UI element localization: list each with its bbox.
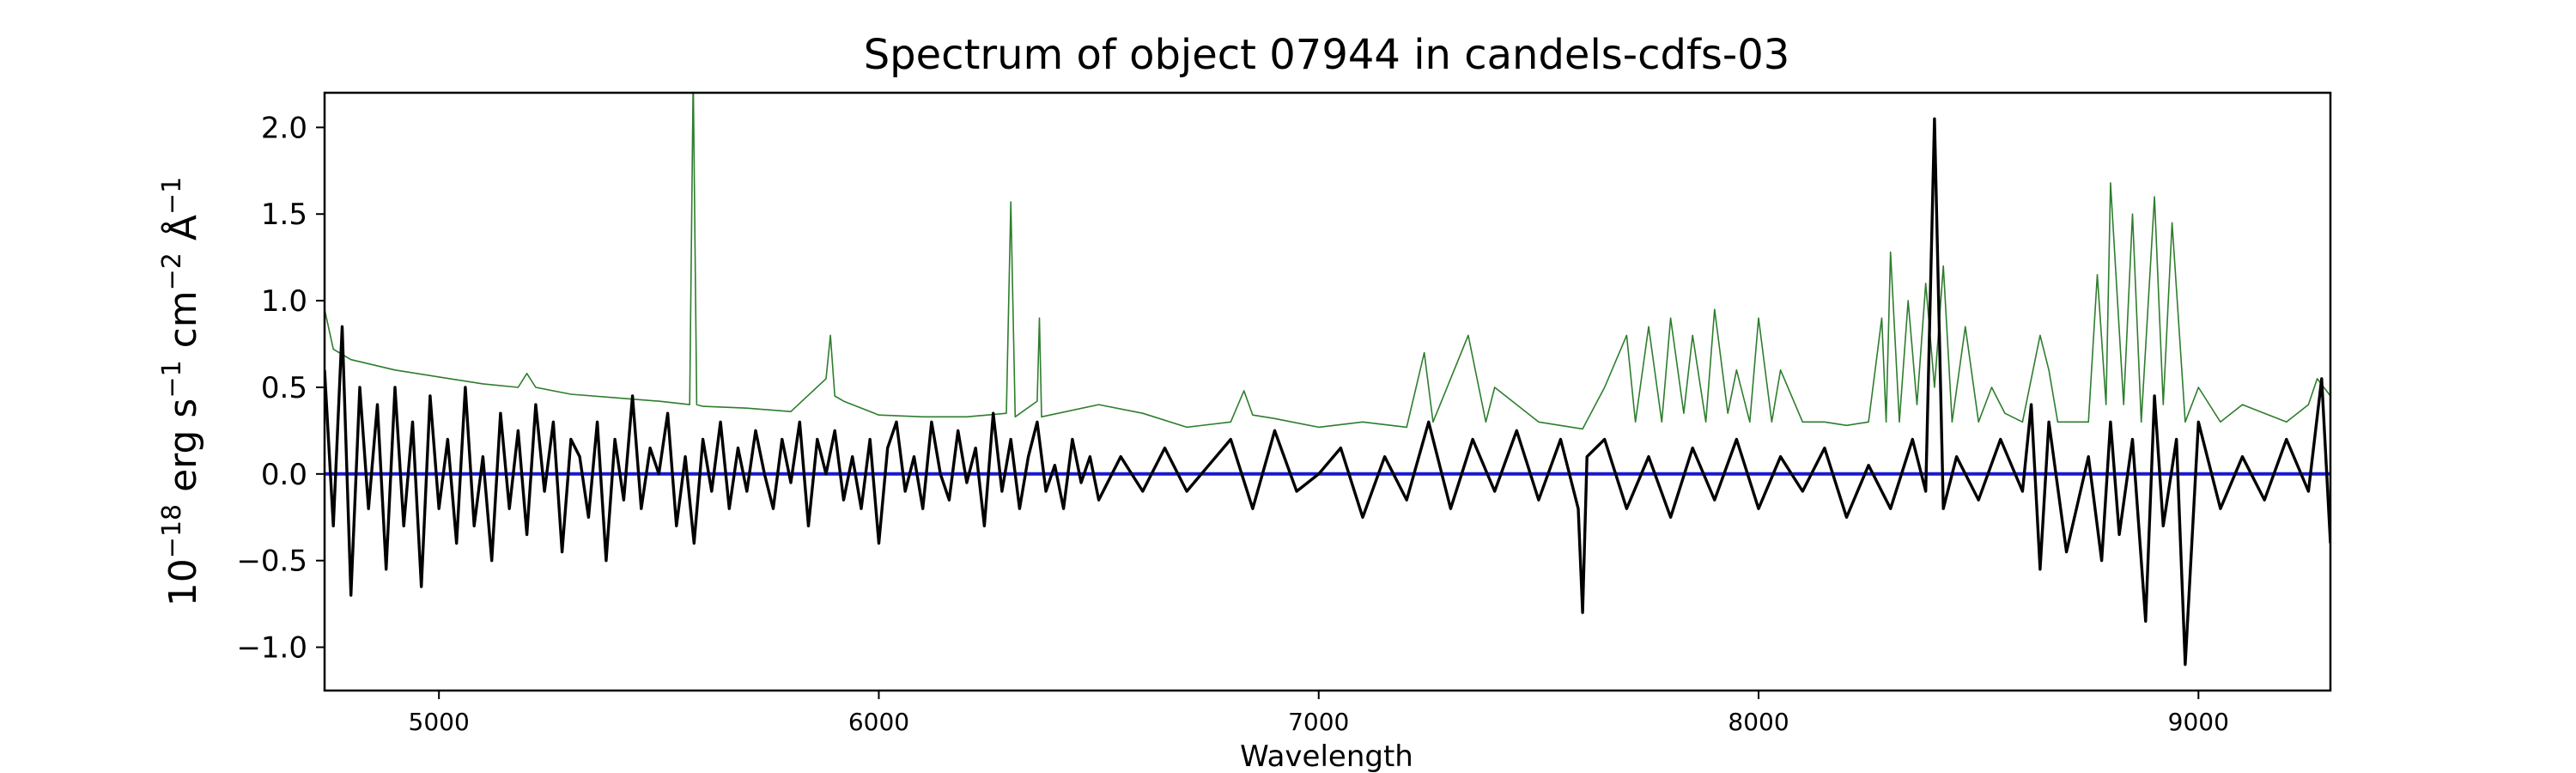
y-tick-label: −1.0 (236, 631, 307, 666)
y-label-text: Å (160, 215, 205, 253)
y-label-exponent: −1 (157, 177, 187, 215)
x-tick-label: 5000 (409, 708, 470, 736)
plot-area-frame (323, 91, 2332, 692)
y-tick-label: 0.5 (261, 371, 307, 405)
y-axis: −1.0 −0.5 0.0 0.5 1.0 1.5 2.0 (236, 111, 325, 666)
flux-spectrum-line (325, 117, 2330, 666)
y-tick-label: 0.0 (261, 458, 307, 492)
y-label-text: cm (161, 290, 205, 360)
y-label-text: erg s (161, 399, 205, 504)
y-label-exponent: −1 (157, 360, 187, 398)
series-layer (325, 93, 2330, 666)
x-tick-label: 9000 (2168, 708, 2229, 736)
chart-title: Spectrum of object 07944 in candels-cdfs… (864, 31, 1790, 79)
y-label-exponent: −18 (157, 504, 187, 558)
y-axis-label: 10−18 erg s−1 cm−2 Å−1 (157, 177, 205, 606)
x-axis-label: Wavelength (1240, 740, 1413, 773)
x-tick-label: 6000 (848, 708, 909, 736)
x-tick-label: 7000 (1288, 708, 1349, 736)
y-tick-label: 2.0 (261, 111, 307, 145)
y-tick-label: −0.5 (236, 545, 307, 579)
x-axis: 5000 6000 7000 8000 9000 (409, 691, 2229, 736)
error-spectrum-line (325, 93, 2330, 430)
y-label-exponent: −2 (157, 253, 187, 290)
y-label-text: 10 (161, 558, 205, 606)
y-tick-label: 1.0 (261, 284, 307, 319)
y-tick-label: 1.5 (261, 198, 307, 232)
x-tick-label: 8000 (1728, 708, 1789, 736)
